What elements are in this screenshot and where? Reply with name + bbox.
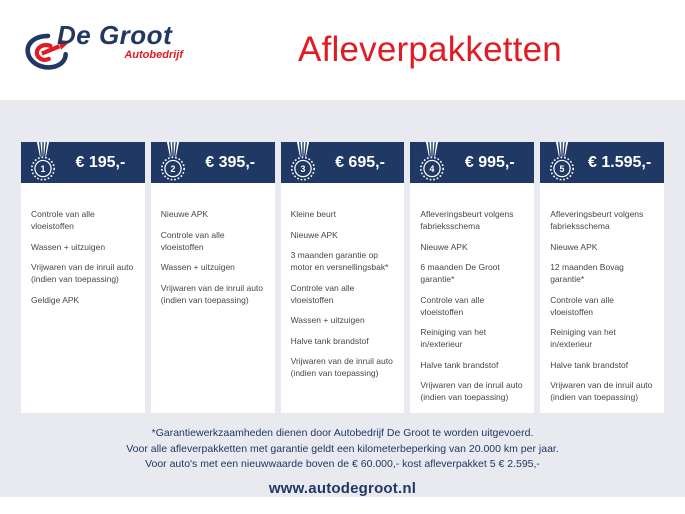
- package-3-features: Kleine beurt Nieuwe APK 3 maanden garant…: [281, 183, 405, 388]
- medal-5-number: 5: [560, 164, 565, 174]
- package-card-4: 4 € 995,- Afleveringsbeurt volgens fabri…: [410, 142, 535, 413]
- feature-item: Vrijwaren van de inruil auto (indien van…: [550, 380, 653, 402]
- medal-1-icon: 1: [31, 142, 55, 181]
- feature-item: Vrijwaren van de inruil auto (indien van…: [31, 262, 134, 284]
- package-card-5: 5 € 1.595,- Afleveringsbeurt volgens fab…: [540, 142, 664, 413]
- feature-item: Nieuwe APK: [550, 241, 598, 252]
- feature-item: Geldige APK: [31, 294, 80, 305]
- feature-item: Halve tank brandstof: [420, 359, 499, 370]
- medal-2-number: 2: [170, 164, 175, 174]
- feature-item: Reiniging van het in/exterieur: [550, 327, 616, 349]
- package-card-1: 1 € 195,- Controle van alle vloeistoffen…: [21, 142, 145, 413]
- footnote-line: Voor alle afleverpakketten met garantie …: [126, 442, 559, 455]
- package-3-header: 3 € 695,-: [280, 142, 405, 183]
- feature-item: Controle van alle vloeistoffen: [31, 209, 95, 231]
- brand-emblem-icon: [25, 33, 71, 70]
- medal-5-icon: 5: [550, 142, 575, 181]
- medal-2-icon: 2: [160, 142, 185, 181]
- package-5-header: 5 € 1.595,-: [540, 142, 664, 183]
- feature-item: Afleveringsbeurt volgens fabrieksschema: [420, 209, 514, 231]
- footnote-line: *Garantiewerkzaamheden dienen door Autob…: [151, 427, 534, 439]
- bottom-strip: [0, 497, 685, 514]
- packages-board: 1 € 195,- Controle van alle vloeistoffen…: [0, 100, 685, 497]
- medal-3-icon: 3: [290, 142, 315, 181]
- feature-item: Controle van alle vloeistoffen: [160, 229, 225, 252]
- feature-item: Controle van alle vloeistoffen: [290, 282, 355, 305]
- medal-3-number: 3: [300, 164, 305, 174]
- brand-name: De Groot: [57, 20, 173, 50]
- feature-item: Vrijwaren van de inruil auto (indien van…: [160, 282, 264, 305]
- feature-item: 3 maanden garantie op motor en versnelli…: [290, 250, 389, 272]
- package-4-features: Afleveringsbeurt volgens fabrieksschema …: [410, 183, 534, 412]
- website-url: www.autodegroot.nl: [268, 479, 417, 497]
- brand-logo: De Groot Autobedrijf: [25, 20, 183, 80]
- package-cards: 1 € 195,- Controle van alle vloeistoffen…: [21, 142, 664, 413]
- brand-subtitle: Autobedrijf: [124, 49, 183, 61]
- feature-item: Controle van alle vloeistoffen: [550, 294, 614, 317]
- package-5-features: Afleveringsbeurt volgens fabrieksschema …: [540, 183, 664, 412]
- feature-item: Controle van alle vloeistoffen: [420, 294, 485, 317]
- package-5-price: € 1.595,-: [588, 153, 652, 171]
- package-2-features: Nieuwe APK Controle van alle vloeistoffe…: [151, 183, 275, 314]
- package-1-price: € 195,-: [75, 153, 126, 171]
- feature-item: Kleine beurt: [290, 209, 336, 219]
- package-2-price: € 395,-: [205, 153, 256, 171]
- feature-item: Wassen + uitzuigen: [31, 241, 106, 252]
- package-4-header: 4 € 995,-: [410, 142, 535, 183]
- package-card-2: 2 € 395,- Nieuwe APK Controle van alle v…: [150, 142, 275, 413]
- feature-item: Afleveringsbeurt volgens fabrieksschema: [550, 209, 644, 231]
- medal-4-number: 4: [430, 164, 435, 174]
- feature-item: Nieuwe APK: [160, 209, 209, 219]
- feature-item: Vrijwaren van de inruil auto (indien van…: [290, 356, 393, 378]
- medal-4-icon: 4: [420, 142, 445, 181]
- feature-item: Wassen + uitzuigen: [160, 262, 235, 272]
- package-1-header: 1 € 195,-: [21, 142, 145, 183]
- package-2-header: 2 € 395,-: [150, 142, 275, 183]
- feature-item: Halve tank brandstof: [290, 335, 369, 346]
- footnotes: *Garantiewerkzaamheden dienen door Autob…: [21, 426, 664, 473]
- page-title: Afleverpakketten: [298, 30, 562, 69]
- feature-item: 12 maanden Bovag garantie*: [550, 262, 624, 284]
- package-1-features: Controle van alle vloeistoffen Wassen + …: [21, 183, 145, 314]
- package-3-price: € 695,-: [335, 153, 385, 171]
- package-4-price: € 995,-: [464, 153, 515, 171]
- package-card-3: 3 € 695,- Kleine beurt Nieuwe APK 3 maan…: [280, 142, 405, 413]
- feature-item: Vrijwaren van de inruil auto (indien van…: [420, 380, 523, 402]
- feature-item: Reiniging van het in/exterieur: [420, 327, 487, 349]
- header: De Groot Autobedrijf Afleverpakketten: [0, 0, 685, 100]
- feature-item: Nieuwe APK: [420, 241, 468, 252]
- footnote-line: Voor auto's met een nieuwwaarde boven de…: [145, 458, 540, 470]
- feature-item: Wassen + uitzuigen: [290, 315, 365, 325]
- feature-item: 6 maanden De Groot garantie*: [420, 262, 500, 284]
- medal-1-number: 1: [41, 164, 46, 174]
- feature-item: Halve tank brandstof: [550, 359, 629, 370]
- feature-item: Nieuwe APK: [290, 229, 338, 240]
